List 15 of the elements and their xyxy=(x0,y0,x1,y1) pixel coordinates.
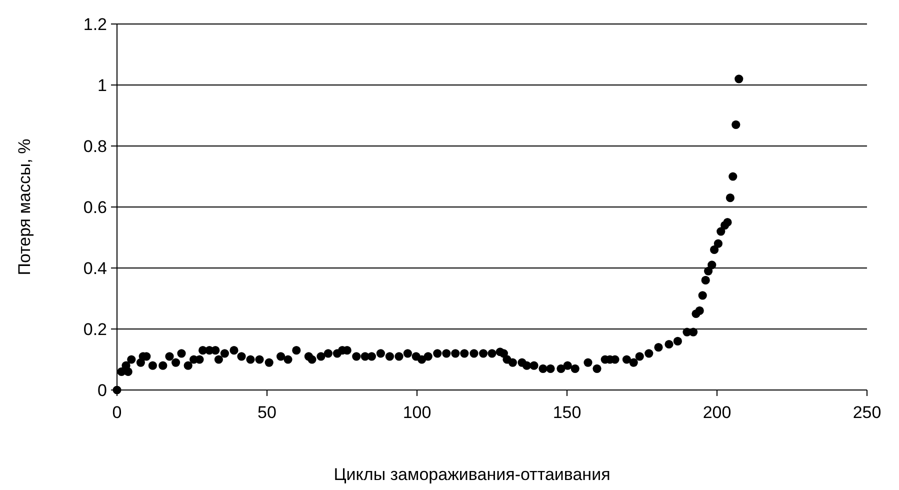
y-tick-label: 0 xyxy=(98,380,107,400)
y-tick-label: 1 xyxy=(98,76,107,95)
y-tick-label: 0.4 xyxy=(83,258,107,278)
y-axis-title: Потеря массы, % xyxy=(15,138,34,276)
x-tick-label: 200 xyxy=(702,403,732,422)
x-axis-title: Циклы замораживания-оттаивания xyxy=(334,465,610,484)
x-tick-label: 0 xyxy=(112,403,122,422)
x-tick-label: 250 xyxy=(852,403,882,422)
y-tick-label: 1.2 xyxy=(83,14,107,34)
x-tick-label: 150 xyxy=(552,403,582,422)
y-tick-label: 0.8 xyxy=(83,136,107,156)
x-tick-label: 100 xyxy=(402,403,432,422)
x-tick-label: 50 xyxy=(258,403,276,422)
y-tick-label: 0.6 xyxy=(83,198,107,217)
y-tick-label: 0.2 xyxy=(83,320,107,339)
